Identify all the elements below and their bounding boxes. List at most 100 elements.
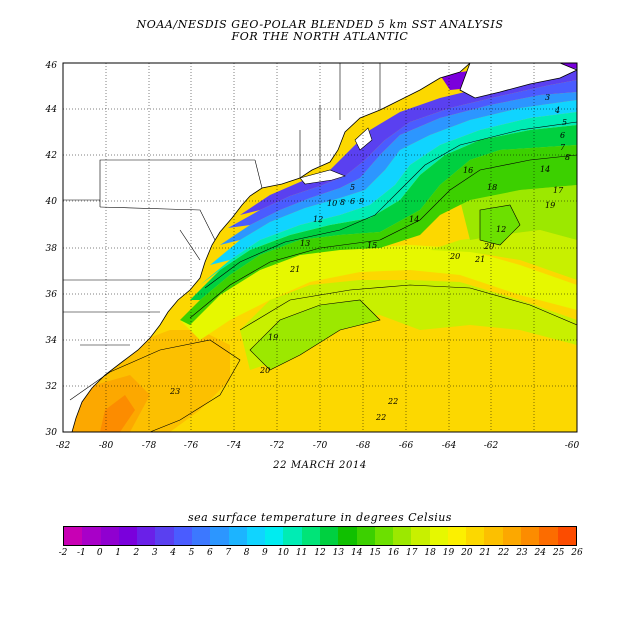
colorbar-tick-label: 22: [497, 548, 510, 558]
colorbar-tick-label: 26: [571, 548, 583, 558]
contour-label: 15: [367, 241, 377, 250]
colorbar-tick-label: 9: [262, 548, 268, 558]
colorbar-swatch: [228, 527, 247, 545]
colorbar-swatch: [374, 527, 394, 545]
contour-label: 20: [449, 252, 460, 261]
contour-label: 21: [474, 255, 485, 264]
colorbar-tick-label: -1: [76, 548, 86, 558]
contour-label: 20: [483, 242, 494, 251]
contour-label: 6: [350, 197, 355, 206]
lon-tick-label: -78: [142, 441, 157, 451]
colorbar-swatch: [502, 527, 522, 545]
lat-tick-label: 40: [45, 197, 58, 207]
colorbar-tick-label: 18: [424, 548, 436, 558]
colorbar-tick-label: 3: [151, 548, 158, 558]
lat-tick-label: 32: [46, 382, 58, 392]
lon-tick-label: -62: [484, 441, 499, 451]
colorbar-tick-label: 13: [332, 548, 345, 558]
lon-tick-label: -76: [184, 441, 199, 451]
colorbar-swatch: [539, 527, 558, 545]
contour-label: 13: [300, 239, 310, 248]
colorbar-swatch: [557, 527, 576, 545]
contour-label: 18: [487, 183, 497, 192]
colorbar-swatch: [64, 527, 83, 545]
contour-label: 21: [289, 265, 300, 274]
contour-label: 8: [565, 153, 570, 162]
colorbar-swatch: [283, 527, 302, 545]
contour-label-group: 5 10 8 6 9 12 13 14 15 18 16 17 14 19 20…: [169, 93, 570, 422]
colorbar-swatch: [246, 527, 266, 545]
contour-label: 8: [340, 198, 345, 207]
colorbar-title: sea surface temperature in degrees Celsi…: [188, 511, 452, 524]
map-subtitle: FOR THE NORTH ATLANTIC: [231, 30, 409, 43]
lon-tick-label: -66: [399, 441, 414, 451]
colorbar-tick-label: 1: [115, 548, 121, 558]
lon-tick-label: -60: [565, 441, 580, 451]
colorbar-ticks: -2 -1 0 1 2 3 4 5 6 7 8 9 10 11 12 13 14 15 16 17 18 19 20 21 22…: [59, 548, 583, 562]
colorbar-swatch: [265, 527, 284, 545]
colorbar-swatch: [356, 527, 375, 545]
map-title: NOAA/NESDIS GEO-POLAR BLENDED 5 km SST A…: [136, 18, 504, 31]
colorbar-tick-label: -2: [58, 548, 68, 558]
colorbar-tick-label: 7: [225, 548, 232, 558]
colorbar-swatch: [191, 527, 211, 545]
contour-label: 4: [554, 106, 560, 115]
map-frame: [62, 62, 578, 433]
lat-tick-label: 30: [46, 428, 58, 438]
colorbar-tick-label: 10: [277, 548, 290, 558]
contour-label: 12: [313, 215, 323, 224]
colorbar-swatch: [301, 527, 320, 545]
contour-label: 14: [540, 165, 550, 174]
colorbar-tick-label: 0: [96, 548, 103, 558]
contour-label: 19: [268, 333, 278, 342]
contour-label: 3: [545, 93, 550, 102]
colorbar-tick-label: 21: [479, 548, 491, 558]
contour-label: 6: [560, 131, 565, 140]
colorbar-tick-label: 14: [350, 548, 363, 558]
colorbar-tick-label: 2: [133, 548, 140, 558]
colorbar-tick-label: 11: [295, 548, 308, 558]
colorbar-swatch: [447, 527, 467, 545]
contour-label: 22: [387, 397, 398, 406]
lon-tick-label: -70: [313, 441, 328, 451]
colorbar-tick-label: 6: [206, 548, 213, 558]
contour-label: 14: [409, 215, 419, 224]
colorbar-swatch: [338, 527, 357, 545]
contour-label: 16: [463, 166, 473, 175]
colorbar-tick-label: 16: [387, 548, 400, 558]
colorbar-swatch: [411, 527, 430, 545]
colorbar-swatch: [118, 527, 138, 545]
contour-label: 17: [553, 186, 564, 195]
contour-label: 23: [169, 387, 180, 396]
colorbar-tick-label: 24: [534, 548, 547, 558]
colorbar-tick-label: 12: [314, 548, 326, 558]
colorbar-swatch: [137, 527, 156, 545]
analysis-date: 22 MARCH 2014: [273, 460, 367, 471]
lon-tick-label: -82: [56, 441, 71, 451]
colorbar-swatch: [393, 527, 412, 545]
lon-tick-label: -74: [227, 441, 242, 451]
contour-label: 20: [259, 366, 270, 375]
lat-tick-label: 36: [46, 290, 58, 300]
contour-label: 19: [545, 201, 555, 210]
colorbar-tick-label: 17: [406, 548, 418, 558]
colorbar-swatch: [173, 527, 192, 545]
colorbar-swatch: [429, 527, 448, 545]
lat-tick-label: 34: [46, 336, 58, 346]
contour-label: 22: [375, 413, 386, 422]
colorbar-swatch: [521, 527, 540, 545]
contour-label: 7: [560, 143, 566, 152]
lon-tick-label: -72: [270, 441, 285, 451]
sst-field: [63, 63, 577, 432]
colorbar-tick-label: 20: [461, 548, 473, 558]
contour-label: 10: [327, 199, 337, 208]
colorbar-tick-label: 8: [243, 548, 250, 558]
lon-tick-label: -68: [356, 441, 371, 451]
lat-tick-label: 46: [45, 61, 58, 71]
contour-label: 5: [562, 118, 567, 127]
colorbar-swatch: [210, 527, 229, 545]
colorbar-tick-label: 15: [369, 548, 381, 558]
colorbar-tick-label: 5: [188, 548, 195, 558]
contour-label: 9: [359, 197, 364, 206]
colorbar-tick-label: 25: [552, 548, 565, 558]
